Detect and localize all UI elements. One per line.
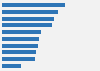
Bar bbox=[2, 10, 58, 14]
Bar bbox=[2, 30, 41, 34]
Bar bbox=[2, 24, 52, 27]
Bar bbox=[2, 64, 21, 68]
Bar bbox=[2, 37, 39, 41]
Bar bbox=[2, 3, 66, 7]
Bar bbox=[2, 50, 36, 54]
Bar bbox=[2, 57, 35, 61]
Bar bbox=[2, 44, 38, 47]
Bar bbox=[2, 17, 54, 21]
